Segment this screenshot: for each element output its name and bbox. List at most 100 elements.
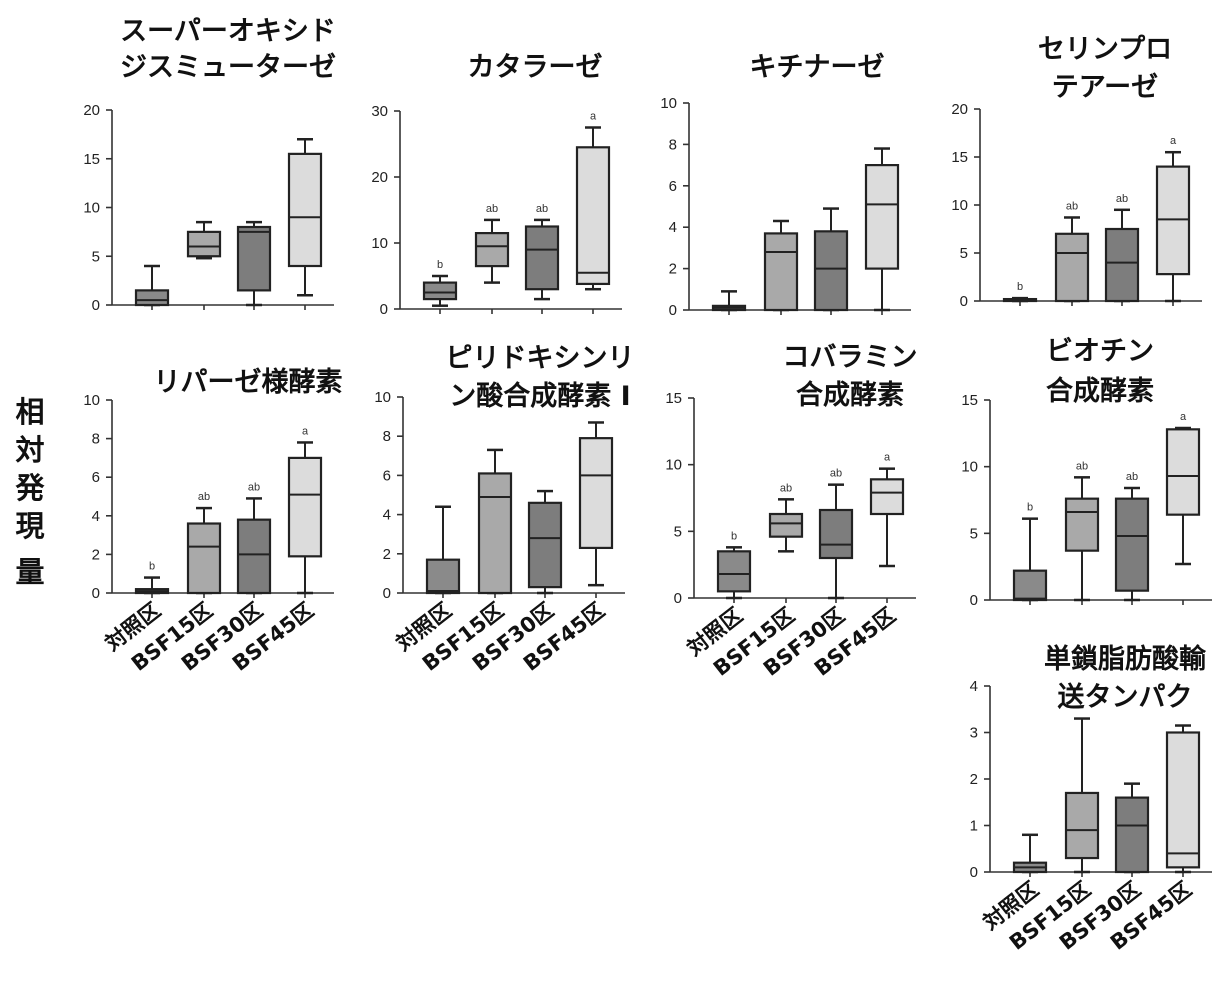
y-axis-label-char: 対 bbox=[15, 433, 44, 467]
box-iqr bbox=[527, 501, 563, 589]
y-tick-label: 8 bbox=[669, 136, 677, 153]
y-tick-label: 0 bbox=[92, 297, 100, 314]
box-iqr bbox=[287, 456, 323, 558]
y-tick-label: 6 bbox=[92, 469, 100, 486]
y-tick-label: 15 bbox=[951, 149, 968, 166]
y-axis-label-char: 現 bbox=[15, 509, 44, 543]
box-iqr bbox=[716, 550, 752, 593]
chart-title: 単鎖脂肪酸輸 bbox=[1044, 643, 1207, 675]
y-tick-label: 2 bbox=[383, 546, 391, 563]
significance-label: a bbox=[884, 452, 891, 464]
significance-label: ab bbox=[536, 203, 548, 215]
y-tick-label: 5 bbox=[960, 245, 968, 262]
y-tick-label: 6 bbox=[669, 178, 677, 195]
y-tick-label: 2 bbox=[669, 261, 677, 278]
significance-label: b bbox=[1017, 281, 1023, 293]
chart-title: ン酸合成酵素 I bbox=[449, 380, 630, 412]
chart-title: ジスミューターゼ bbox=[120, 52, 336, 83]
chart-title: キチナーゼ bbox=[750, 52, 885, 83]
significance-label: ab bbox=[248, 481, 260, 493]
box-iqr bbox=[768, 512, 804, 538]
significance-label: ab bbox=[1126, 471, 1138, 483]
significance-label: ab bbox=[830, 468, 842, 480]
box-iqr bbox=[1012, 569, 1048, 602]
chart-title: 送タンパク bbox=[1058, 682, 1193, 713]
box-iqr bbox=[575, 146, 611, 286]
box-iqr bbox=[186, 522, 222, 595]
significance-label: ab bbox=[1116, 193, 1128, 205]
y-axis-label-char: 発 bbox=[14, 471, 45, 505]
significance-label: ab bbox=[198, 491, 210, 503]
significance-label: b bbox=[1027, 502, 1033, 514]
y-tick-label: 1 bbox=[970, 818, 978, 835]
y-tick-label: 0 bbox=[92, 585, 100, 602]
y-tick-label: 10 bbox=[961, 459, 978, 476]
box-iqr bbox=[813, 230, 849, 312]
y-tick-label: 0 bbox=[960, 293, 968, 310]
y-tick-label: 0 bbox=[970, 864, 978, 881]
chart-title: スーパーオキシド bbox=[120, 16, 336, 47]
y-tick-label: 5 bbox=[92, 248, 100, 265]
box-iqr bbox=[236, 225, 272, 292]
chart-panel: カタラーゼ 0 10 20 30 b ab ab a bbox=[371, 52, 622, 318]
box-iqr bbox=[1064, 791, 1100, 860]
chart-title: ピリドキシンリ bbox=[446, 343, 635, 374]
box-iqr bbox=[1054, 232, 1090, 303]
box-iqr bbox=[763, 232, 799, 312]
y-axis-label: 相 対 発 現 量 bbox=[14, 395, 45, 589]
y-tick-label: 8 bbox=[92, 431, 100, 448]
y-tick-label: 8 bbox=[383, 428, 391, 445]
box-iqr bbox=[1064, 497, 1100, 552]
y-tick-label: 4 bbox=[970, 678, 978, 695]
significance-label: a bbox=[302, 425, 309, 437]
box-iqr bbox=[869, 478, 905, 516]
significance-label: ab bbox=[1066, 200, 1078, 212]
chart-title: リパーゼ様酵素 bbox=[154, 367, 343, 398]
box-iqr bbox=[287, 152, 323, 268]
y-tick-label: 10 bbox=[660, 95, 677, 112]
significance-label: b bbox=[437, 259, 443, 271]
y-tick-label: 0 bbox=[669, 302, 677, 319]
y-tick-label: 4 bbox=[383, 507, 391, 524]
y-tick-label: 4 bbox=[669, 219, 677, 236]
y-tick-label: 0 bbox=[380, 301, 388, 318]
y-tick-label: 10 bbox=[951, 197, 968, 214]
chart-title: カタラーゼ bbox=[468, 52, 603, 83]
y-tick-label: 10 bbox=[83, 200, 100, 217]
chart-title: ビオチン bbox=[1046, 336, 1154, 367]
box-iqr bbox=[236, 518, 272, 595]
y-tick-label: 15 bbox=[83, 151, 100, 168]
y-tick-label: 10 bbox=[374, 389, 391, 406]
significance-label: a bbox=[590, 111, 597, 123]
y-tick-label: 0 bbox=[383, 585, 391, 602]
box-iqr bbox=[477, 472, 513, 595]
box-iqr bbox=[422, 281, 458, 301]
chart-title: セリンプロ bbox=[1038, 34, 1172, 65]
y-tick-label: 10 bbox=[665, 457, 682, 474]
box-iqr bbox=[134, 289, 170, 307]
y-tick-label: 20 bbox=[951, 101, 968, 118]
y-tick-label: 6 bbox=[383, 467, 391, 484]
box-iqr bbox=[578, 437, 614, 550]
box-iqr bbox=[1114, 796, 1150, 874]
y-tick-label: 2 bbox=[92, 546, 100, 563]
significance-label: ab bbox=[780, 482, 792, 494]
significance-label: b bbox=[731, 530, 737, 542]
chart-title: 合成酵素 bbox=[796, 379, 904, 411]
y-tick-label: 30 bbox=[371, 103, 388, 120]
box-iqr bbox=[425, 558, 461, 595]
y-tick-label: 20 bbox=[371, 169, 388, 186]
box-iqr bbox=[1104, 227, 1140, 303]
chart-title: コバラミン bbox=[783, 342, 918, 373]
y-axis-label-char: 量 bbox=[15, 555, 44, 589]
significance-label: a bbox=[1180, 411, 1187, 423]
y-tick-label: 0 bbox=[970, 592, 978, 609]
chart-panel: コバラミン合成酵素051015b対照区abBSF15区abBSF30区aBSF4… bbox=[665, 342, 917, 681]
y-tick-label: 10 bbox=[371, 235, 388, 252]
y-tick-label: 20 bbox=[83, 102, 100, 119]
significance-label: a bbox=[1170, 135, 1177, 147]
